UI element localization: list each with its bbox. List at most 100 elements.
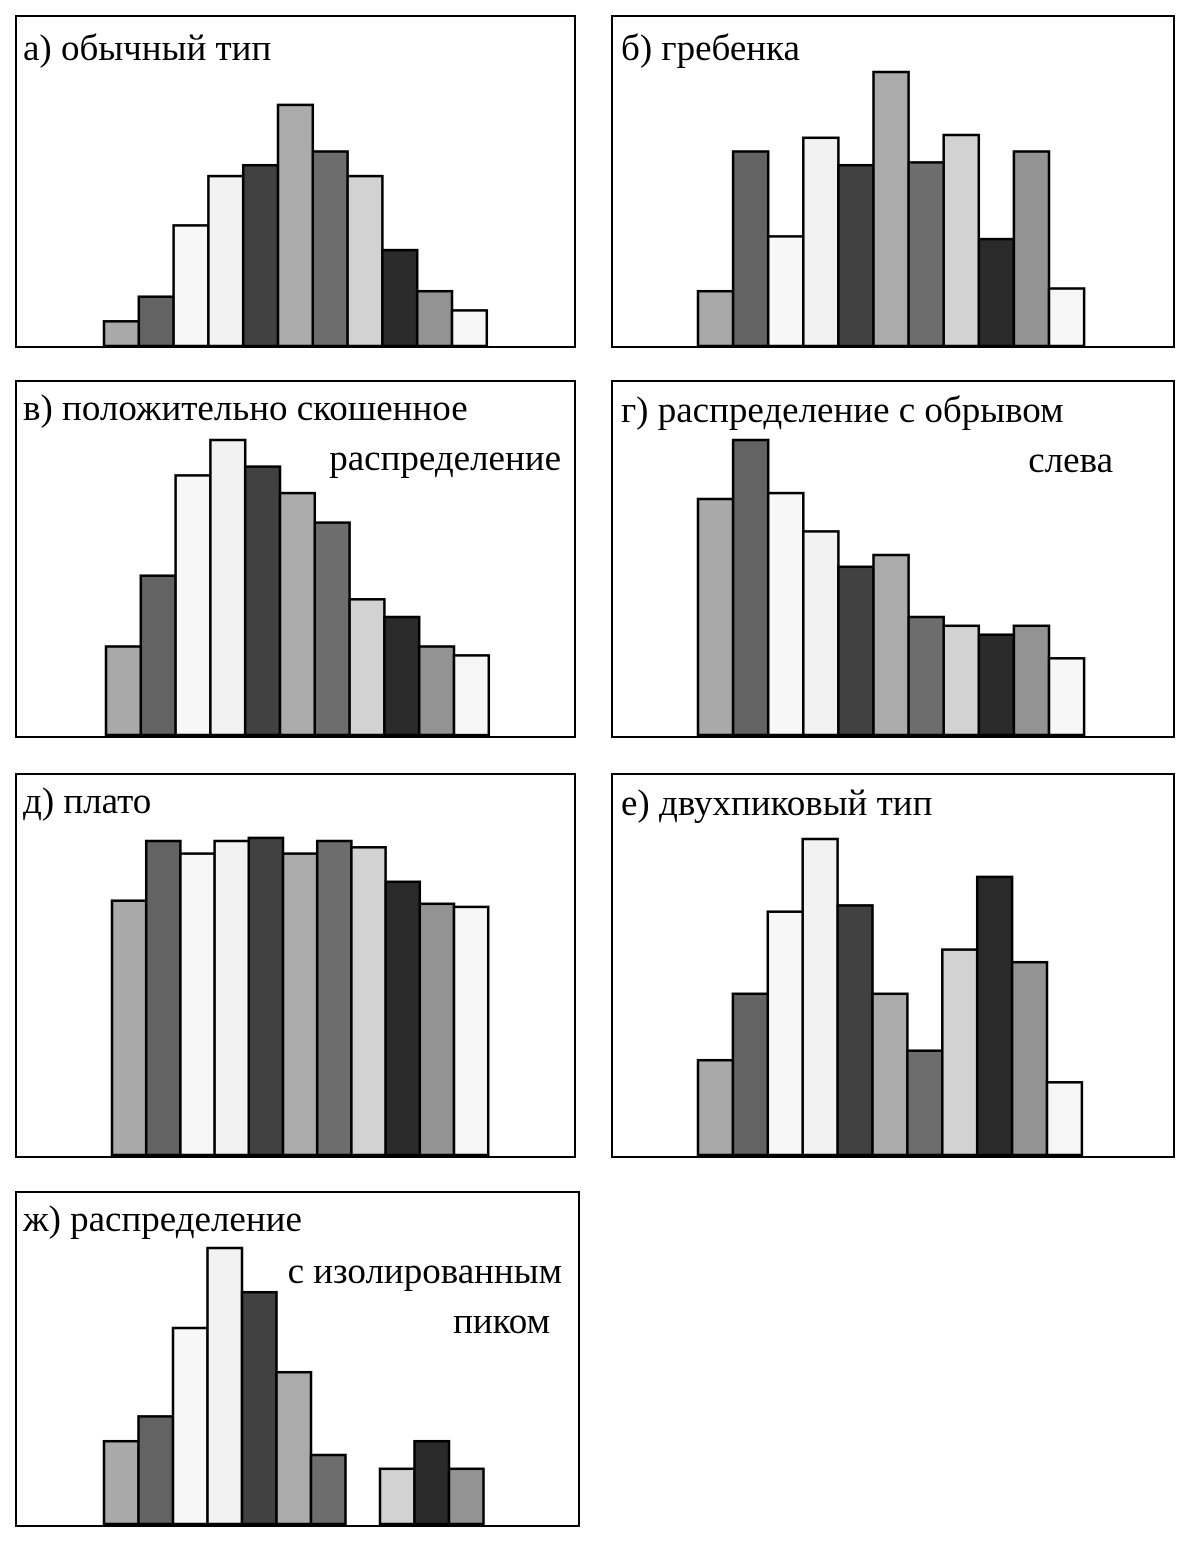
histogram-bar [975, 875, 1014, 1157]
panel-frame [15, 15, 576, 348]
histogram-bar [837, 565, 875, 737]
histogram-bar [110, 899, 148, 1157]
panel-frame [15, 1191, 580, 1527]
histogram-bar [171, 1326, 209, 1526]
histogram-chart: е) двухпиковый тип [611, 773, 1175, 1158]
histogram-bar [872, 553, 910, 737]
histogram-chart: а) обычный тип [15, 15, 576, 348]
histogram-bar [104, 645, 143, 737]
histogram-bar [213, 839, 251, 1157]
histogram-bar [802, 136, 840, 348]
panel-title: слева [1028, 440, 1113, 481]
histogram-bar [174, 474, 212, 737]
histogram-bar [452, 905, 490, 1157]
histogram-bar [139, 574, 177, 737]
histogram-bar [977, 633, 1016, 737]
panel-title: с изолированным [288, 1251, 562, 1292]
histogram-bar [275, 1370, 313, 1526]
panel-title: е) двухпиковый тип [621, 783, 932, 824]
histogram-chart: д) плато [15, 773, 576, 1158]
histogram-bar [418, 902, 456, 1157]
histogram-panel-left-cliff: г) распределение с обрывом слева [611, 380, 1176, 740]
histogram-bar [207, 174, 245, 348]
panel-frame [611, 15, 1175, 348]
panel-title: в) положительно скошенное [23, 388, 468, 429]
histogram-bar [447, 1467, 485, 1526]
histogram-chart: б) гребенка [611, 15, 1175, 348]
histogram-bar [309, 1453, 347, 1526]
histogram-bar [381, 248, 419, 348]
panel-title: д) плато [23, 781, 151, 822]
histogram-bar [731, 150, 770, 348]
histogram-bar [348, 598, 386, 737]
histogram-bar [102, 1439, 140, 1526]
histogram-bar [1012, 150, 1051, 348]
histogram-bar [837, 163, 875, 348]
histogram-bar [450, 309, 489, 348]
histogram-bar [1010, 960, 1049, 1157]
histogram-bar [766, 910, 804, 1157]
histogram-bar [731, 438, 770, 737]
histogram-bar [281, 852, 319, 1157]
panel-title: г) распределение с обрывом [621, 390, 1064, 431]
histogram-bar [137, 1415, 175, 1526]
histogram-bar [766, 235, 805, 348]
histogram-bar [906, 1049, 944, 1157]
histogram-panel-normal: а) обычный тип [15, 15, 577, 350]
histogram-bar [941, 948, 979, 1157]
histogram-bar [452, 654, 491, 737]
histogram-bar [696, 1058, 735, 1157]
histogram-bar [137, 295, 175, 348]
histogram-bar [206, 1246, 244, 1526]
panel-frame [15, 773, 576, 1158]
histogram-bar [278, 491, 317, 737]
histogram-bar [413, 1439, 451, 1526]
histogram-panel-positively-skewed: в) положительно скошенное распределение [15, 380, 577, 740]
histogram-bar [942, 133, 981, 348]
histogram-bar [977, 237, 1016, 348]
histogram-bar [942, 624, 981, 737]
histogram-bar [102, 320, 141, 348]
histogram-bar [696, 497, 735, 737]
panel-title: ж) распределение [22, 1199, 302, 1240]
histogram-bar [240, 1290, 278, 1526]
histogram-bar [346, 174, 384, 348]
histogram-bar [907, 161, 945, 348]
panel-frame [15, 380, 576, 738]
histogram-chart: ж) распределение с изолированным пиком [15, 1191, 580, 1527]
histogram-bar [907, 615, 945, 737]
histogram-bar [276, 103, 315, 348]
histogram-bar [766, 491, 805, 737]
histogram-bar [383, 615, 421, 737]
panel-title: б) гребенка [621, 28, 800, 69]
histogram-bar [1047, 657, 1086, 737]
histogram-bar [350, 846, 387, 1157]
histogram-bar [801, 837, 839, 1157]
histogram-bar [172, 224, 210, 348]
histogram-bar [378, 1467, 416, 1526]
histogram-bar [311, 150, 349, 348]
histogram-bar [315, 839, 353, 1157]
panel-title: а) обычный тип [23, 28, 271, 69]
histogram-bar [313, 521, 351, 737]
histogram-bar [696, 289, 735, 348]
histogram-bar [731, 992, 770, 1157]
histogram-bar [247, 836, 285, 1157]
histogram-bar [417, 645, 456, 737]
histogram-chart: в) положительно скошенное распределение [15, 380, 576, 738]
histogram-chart: г) распределение с обрывом слева [611, 380, 1175, 738]
histogram-panel-plateau: д) плато [15, 773, 577, 1160]
histogram-bar [144, 839, 182, 1157]
histogram-bar [1047, 287, 1086, 348]
histogram-bar [1045, 1081, 1084, 1157]
panel-frame [611, 773, 1175, 1158]
histogram-bar [243, 465, 282, 737]
histogram-bar [872, 70, 910, 348]
histogram-bar [179, 852, 216, 1157]
histogram-panel-bimodal: е) двухпиковый тип [611, 773, 1176, 1160]
histogram-panel-isolated-peak: ж) распределение с изолированным пиком [15, 1191, 581, 1529]
histogram-bar [209, 438, 247, 737]
panel-title: распределение [329, 438, 561, 479]
histogram-bar [1012, 624, 1051, 737]
histogram-bar [415, 289, 454, 348]
